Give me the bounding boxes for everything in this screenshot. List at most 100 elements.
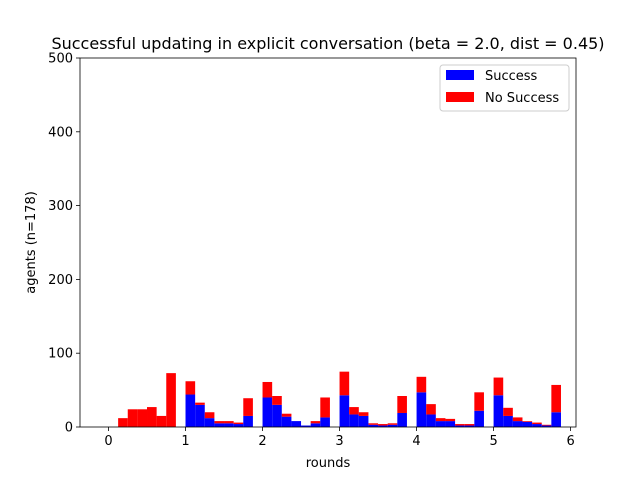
bar-no-success xyxy=(503,407,513,416)
bar-no-success xyxy=(147,407,157,427)
bar-no-success xyxy=(185,381,196,395)
x-tick-label: 3 xyxy=(335,434,343,449)
bar-success xyxy=(204,418,215,427)
bar-no-success xyxy=(262,381,273,398)
x-tick-label: 0 xyxy=(104,434,112,449)
y-tick-label: 400 xyxy=(48,125,73,140)
y-tick-label: 300 xyxy=(48,199,73,214)
bar-success xyxy=(435,421,446,427)
axes-frame xyxy=(79,57,577,428)
bar-success xyxy=(320,417,330,427)
bar-no-success xyxy=(166,373,176,427)
bar-no-success xyxy=(358,412,369,416)
y-tick-label: 0 xyxy=(65,421,73,436)
bar-success xyxy=(185,394,196,427)
bar-no-success xyxy=(378,424,388,426)
y-tick-label: 500 xyxy=(48,52,73,67)
bar-no-success xyxy=(551,384,561,413)
bar-no-success xyxy=(435,418,446,422)
bar-success xyxy=(445,421,456,427)
bar-success xyxy=(368,424,379,427)
legend-swatch-success xyxy=(446,70,474,80)
bar-success xyxy=(474,410,484,427)
bar-no-success xyxy=(426,404,436,415)
x-tick-label: 6 xyxy=(566,434,574,449)
bar-success xyxy=(310,423,321,427)
bar-success xyxy=(349,414,359,427)
bar-no-success xyxy=(281,413,292,417)
bar-no-success xyxy=(541,424,552,426)
bar-no-success xyxy=(233,422,244,425)
bar-success xyxy=(387,424,398,427)
bar-success xyxy=(551,412,561,427)
bar-success xyxy=(291,421,302,427)
bar-success xyxy=(281,416,292,427)
bar-no-success xyxy=(532,422,542,425)
bar-no-success xyxy=(137,409,148,427)
y-ticks: 0 100 200 300 400 500 xyxy=(48,52,80,436)
legend: Success No Success xyxy=(439,64,570,112)
bar-success xyxy=(426,414,436,427)
legend-label-no-success: No Success xyxy=(485,91,559,106)
bar-no-success xyxy=(416,376,427,393)
bar-no-success xyxy=(512,417,523,422)
bar-no-success xyxy=(339,371,350,396)
bar-no-success xyxy=(204,412,215,419)
bar-success xyxy=(522,421,533,427)
bar-success xyxy=(195,404,205,427)
bar-no-success xyxy=(310,421,321,424)
bar-success xyxy=(493,395,504,427)
bar-success xyxy=(541,425,552,427)
bar-no-success xyxy=(474,392,484,411)
bar-no-success xyxy=(349,407,359,415)
bar-success xyxy=(339,395,350,427)
bar-success xyxy=(378,425,388,427)
y-tick-label: 200 xyxy=(48,273,73,288)
bar-success xyxy=(532,424,542,427)
bar-success xyxy=(503,415,513,427)
bar-success xyxy=(224,423,234,427)
bar-no-success xyxy=(127,409,138,427)
bar-no-success xyxy=(195,402,205,405)
bar-success xyxy=(358,415,369,427)
legend-swatch-no-success xyxy=(446,92,474,102)
bar-success xyxy=(272,404,282,427)
bar-no-success xyxy=(272,396,282,405)
bar-success xyxy=(464,425,475,427)
bar-success xyxy=(262,397,273,427)
bar-no-success xyxy=(243,398,253,416)
bar-no-success xyxy=(397,396,407,413)
x-ticks: 0 1 2 3 4 5 6 xyxy=(104,427,575,449)
bar-success xyxy=(455,425,465,427)
bar-no-success xyxy=(368,423,379,425)
bar-success xyxy=(301,425,311,427)
bar-no-success xyxy=(455,424,465,426)
bar-no-success xyxy=(493,377,504,396)
plot-area xyxy=(80,58,576,427)
x-axis-label: rounds xyxy=(306,456,351,471)
bar-no-success xyxy=(522,421,533,422)
chart-title: Successful updating in explicit conversa… xyxy=(51,34,604,53)
bar-success xyxy=(243,415,253,427)
y-tick-label: 100 xyxy=(48,347,73,362)
y-axis-label: agents (n=178) xyxy=(24,191,39,294)
bar-success xyxy=(214,423,225,427)
bars-group xyxy=(118,371,561,427)
bar-no-success xyxy=(320,397,330,418)
x-tick-label: 5 xyxy=(489,434,497,449)
bar-no-success xyxy=(224,421,234,424)
bar-success xyxy=(512,421,523,427)
axes-group xyxy=(79,57,577,428)
bar-no-success xyxy=(118,418,128,427)
x-tick-label: 4 xyxy=(412,434,420,449)
bar-no-success xyxy=(214,421,225,424)
bar-no-success xyxy=(464,424,475,426)
x-tick-label: 1 xyxy=(181,434,189,449)
bar-no-success xyxy=(156,415,167,427)
bar-no-success xyxy=(445,418,456,422)
bar-success xyxy=(397,412,407,427)
bar-success xyxy=(233,424,244,427)
bar-no-success xyxy=(387,423,398,425)
x-tick-label: 2 xyxy=(258,434,266,449)
